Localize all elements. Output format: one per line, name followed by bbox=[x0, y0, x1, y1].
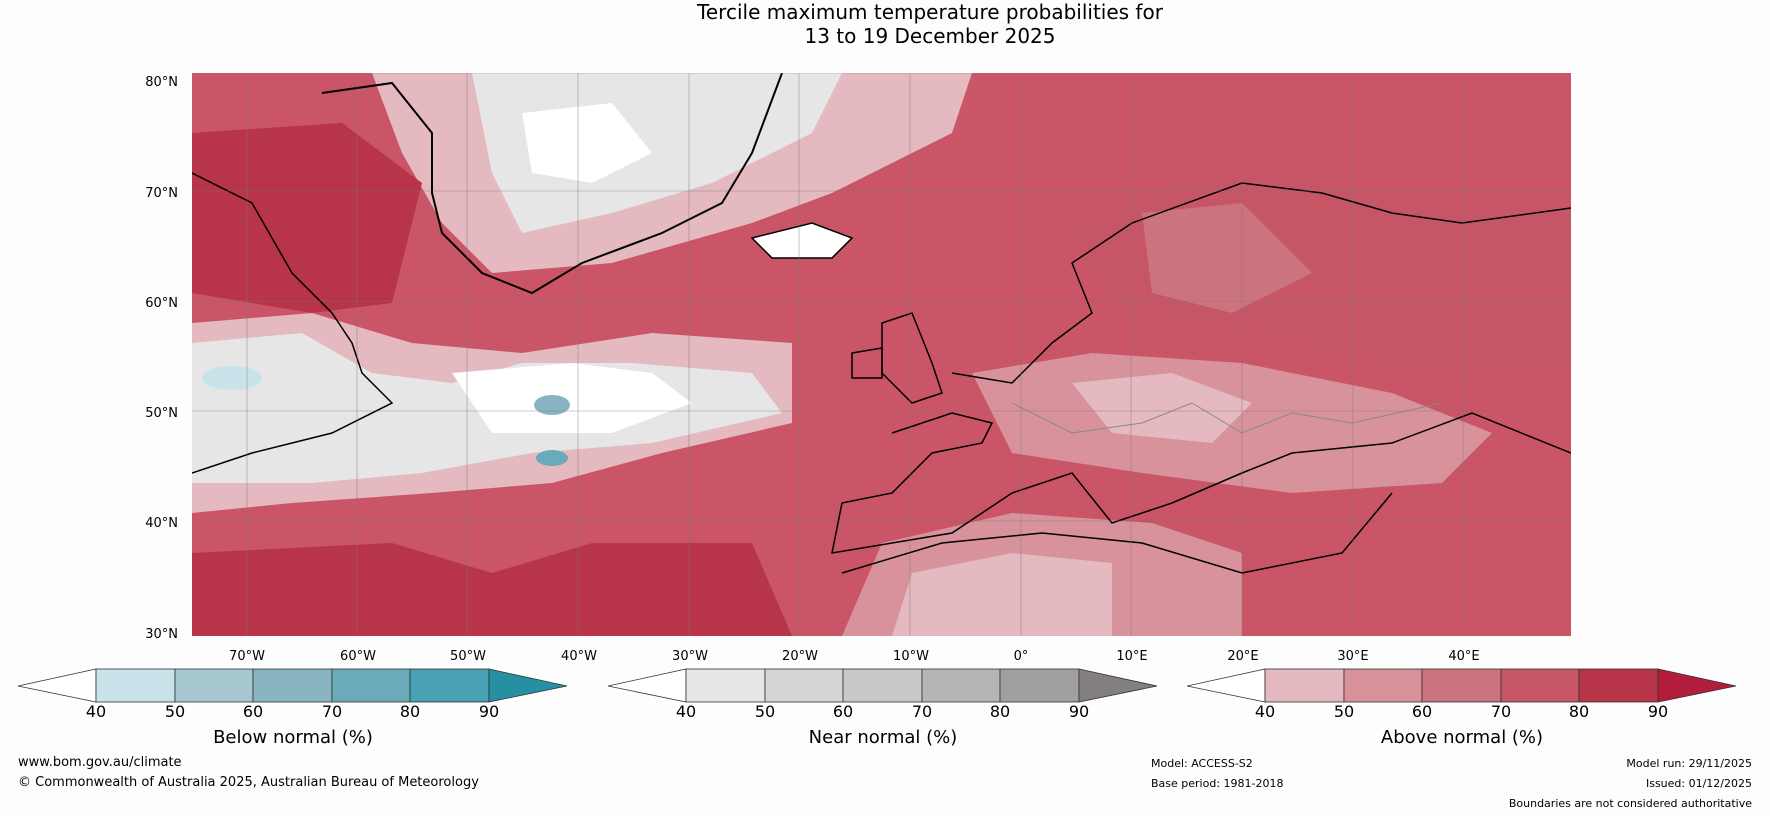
lat-label-80n: 80°N bbox=[145, 75, 178, 90]
near-swatch-2 bbox=[764, 668, 844, 703]
below-swatch-2 bbox=[174, 668, 254, 703]
colorbar-below-normal bbox=[18, 668, 568, 703]
below-swatch-1 bbox=[95, 668, 176, 703]
below-swatch-6 bbox=[488, 668, 568, 703]
below-tick-80: 80 bbox=[399, 702, 421, 721]
scandinavia-coastline bbox=[951, 182, 1571, 384]
below-normal-label: Below normal (%) bbox=[213, 727, 373, 748]
colorbar-above-normal bbox=[1187, 668, 1737, 703]
lon-label-20e: 20°E bbox=[1227, 649, 1259, 664]
above-swatch-2 bbox=[1343, 668, 1423, 703]
above-40-sahara bbox=[892, 553, 1112, 636]
below-tick-40: 40 bbox=[85, 702, 107, 721]
near-swatch-5 bbox=[999, 668, 1080, 703]
title-line-2: 13 to 19 December 2025 bbox=[804, 24, 1056, 48]
title-line-1: Tercile maximum temperature probabilitie… bbox=[697, 0, 1163, 24]
lon-label-70w: 70°W bbox=[229, 649, 265, 664]
near-tick-90: 90 bbox=[1068, 702, 1090, 721]
above-swatch-5 bbox=[1578, 668, 1659, 703]
near-tick-60: 60 bbox=[832, 702, 854, 721]
near-tick-80: 80 bbox=[989, 702, 1011, 721]
above-tick-90: 90 bbox=[1647, 702, 1669, 721]
lon-label-60w: 60°W bbox=[340, 649, 376, 664]
near-swatch-4 bbox=[921, 668, 1001, 703]
near-tick-70: 70 bbox=[911, 702, 933, 721]
above-60-scandinavia bbox=[1142, 203, 1312, 313]
above-tick-80: 80 bbox=[1568, 702, 1590, 721]
greenland-coastline bbox=[321, 73, 783, 295]
near-tick-50: 50 bbox=[754, 702, 776, 721]
below-tick-50: 50 bbox=[164, 702, 186, 721]
above-tick-40: 40 bbox=[1254, 702, 1276, 721]
country-borders bbox=[1011, 402, 1443, 434]
below-normal-patch-3 bbox=[202, 366, 262, 390]
white-patch-greenland bbox=[522, 103, 652, 183]
below-swatch-4 bbox=[331, 668, 411, 703]
graticule bbox=[192, 73, 1571, 636]
boundary-disclaimer: Boundaries are not considered authoritat… bbox=[1508, 797, 1752, 810]
near-swatch-1 bbox=[685, 668, 766, 703]
iceland bbox=[750, 222, 854, 259]
lat-label-50n: 50°N bbox=[145, 406, 178, 421]
ireland-coastline bbox=[851, 347, 883, 379]
near-swatch-3 bbox=[842, 668, 923, 703]
above-swatch-4 bbox=[1500, 668, 1580, 703]
above-80-south-atlantic bbox=[192, 543, 792, 636]
model-name: Model: ACCESS-S2 bbox=[1151, 757, 1253, 770]
base-period: Base period: 1981-2018 bbox=[1151, 777, 1284, 790]
map-canvas bbox=[192, 73, 1571, 636]
above-normal-label: Above normal (%) bbox=[1380, 727, 1544, 748]
below-tick-70: 70 bbox=[321, 702, 343, 721]
below-swatch-5 bbox=[409, 668, 490, 703]
above-swatch-0 bbox=[1187, 668, 1266, 703]
above-80-labrador bbox=[192, 123, 422, 313]
issued-date: Issued: 01/12/2025 bbox=[1645, 777, 1752, 790]
lon-label-30e: 30°E bbox=[1337, 649, 1369, 664]
below-tick-90: 90 bbox=[478, 702, 500, 721]
below-normal-patch-2 bbox=[536, 450, 568, 466]
near-swatch-0 bbox=[608, 668, 687, 703]
above-40-central-europe bbox=[1072, 373, 1252, 443]
lon-label-50w: 50°W bbox=[450, 649, 486, 664]
lon-label-10w: 10°W bbox=[893, 649, 929, 664]
lon-label-10e: 10°E bbox=[1116, 649, 1148, 664]
north-africa-coastline bbox=[841, 492, 1393, 574]
near-tick-40: 40 bbox=[675, 702, 697, 721]
below-normal-patch-1 bbox=[534, 395, 570, 415]
lon-label-40e: 40°E bbox=[1448, 649, 1480, 664]
below-swatch-0 bbox=[18, 668, 97, 703]
lon-label-20w: 20°W bbox=[782, 649, 818, 664]
above-swatch-1 bbox=[1264, 668, 1345, 703]
chart-title: Tercile maximum temperature probabilitie… bbox=[0, 0, 1770, 48]
copyright: © Commonwealth of Australia 2025, Austra… bbox=[18, 775, 479, 790]
above-swatch-3 bbox=[1421, 668, 1502, 703]
lat-label-60n: 60°N bbox=[145, 296, 178, 311]
above-tick-60: 60 bbox=[1411, 702, 1433, 721]
above-tick-70: 70 bbox=[1490, 702, 1512, 721]
lat-label-40n: 40°N bbox=[145, 516, 178, 531]
lon-label-30w: 30°W bbox=[672, 649, 708, 664]
above-tick-50: 50 bbox=[1333, 702, 1355, 721]
below-swatch-3 bbox=[252, 668, 333, 703]
near-normal-label: Near normal (%) bbox=[808, 727, 958, 748]
lat-label-70n: 70°N bbox=[145, 186, 178, 201]
near-swatch-6 bbox=[1078, 668, 1158, 703]
website-link[interactable]: www.bom.gov.au/climate bbox=[18, 755, 182, 770]
above-swatch-6 bbox=[1657, 668, 1737, 703]
lon-label-40w: 40°W bbox=[561, 649, 597, 664]
model-run: Model run: 29/11/2025 bbox=[1626, 757, 1752, 770]
colorbar-near-normal bbox=[608, 668, 1158, 703]
below-tick-60: 60 bbox=[242, 702, 264, 721]
mediterranean-coastline bbox=[831, 412, 1571, 554]
lon-label-0: 0° bbox=[1013, 649, 1029, 664]
white-patch-atlantic bbox=[452, 363, 692, 433]
lat-label-30n: 30°N bbox=[145, 627, 178, 642]
probability-map bbox=[192, 73, 1571, 636]
